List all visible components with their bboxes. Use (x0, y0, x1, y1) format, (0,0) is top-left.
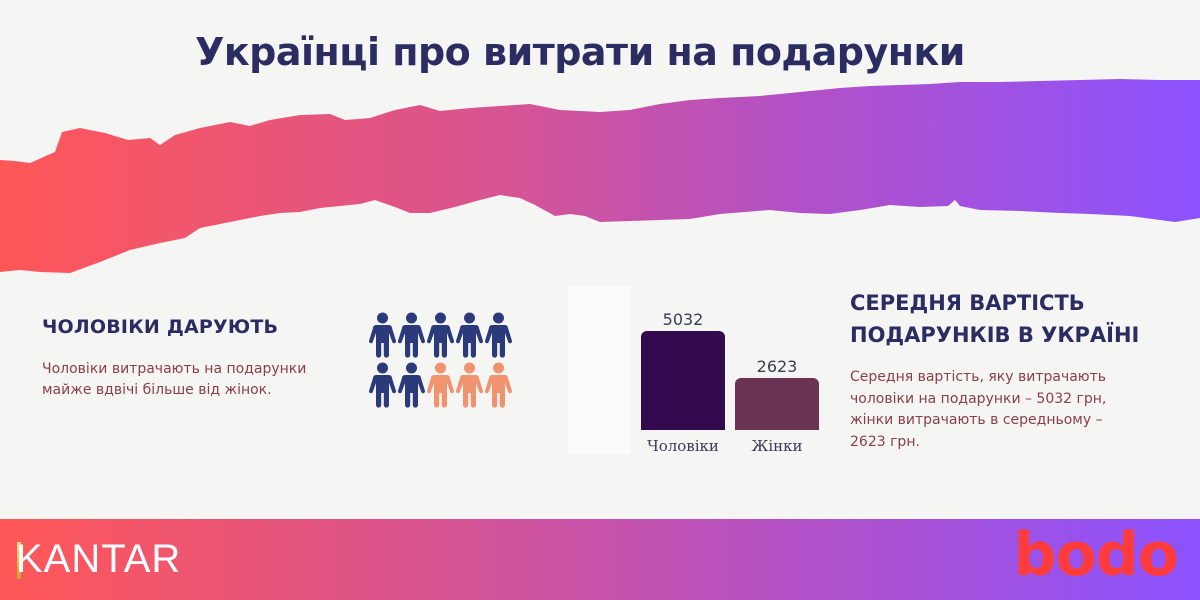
men-give-heading: ЧОЛОВІКИ ДАРУЮТЬ (42, 316, 279, 338)
kantar-logo: KANTAR (16, 537, 182, 581)
average-cost-heading-line1: СЕРЕДНЯ ВАРТІСТЬ (850, 291, 1085, 315)
footer-bar (0, 519, 1200, 600)
kantar-logo-accent (17, 542, 21, 579)
bar-women (735, 378, 819, 430)
person-icon-man (455, 312, 484, 358)
person-icon-woman (455, 362, 484, 408)
torn-gradient-stripe (0, 79, 1200, 273)
description-line: жінки витрачають в середньому – (850, 412, 1103, 428)
description-line: чоловіки на подарунки – 5032 грн, (850, 390, 1107, 407)
person-icon-man (397, 362, 426, 408)
description-line: 2623 грн. (850, 433, 920, 450)
bar-value-women: 2623 (756, 357, 798, 376)
men-give-description: Чоловіки витрачають на подарунки майже в… (42, 361, 307, 398)
bar-category-men: Чоловіки (647, 437, 719, 455)
person-icon-man (368, 312, 397, 358)
bar-value-men: 5032 (662, 310, 704, 329)
average-cost-heading-line2: ПОДАРУНКІВ В УКРАЇНІ (850, 323, 1140, 347)
average-cost-heading: СЕРЕДНЯ ВАРТІСТЬ ПОДАРУНКІВ В УКРАЇНІ (850, 287, 1190, 351)
bar-men (641, 331, 725, 430)
person-icon-man (426, 312, 455, 358)
person-icon-man (484, 312, 513, 358)
bar-category-women: Жінки (751, 437, 803, 455)
person-icon-woman (426, 362, 455, 408)
bodo-logo: bodo (1013, 520, 1179, 590)
person-icon-woman (484, 362, 513, 408)
chart-panel-bg (568, 286, 630, 454)
description-line: Середня вартість, яку витрачають (850, 369, 1106, 385)
average-cost-description: Середня вартість, яку витрачають чоловік… (850, 367, 1180, 453)
gender-pictogram (368, 312, 518, 408)
person-icon-man (368, 362, 397, 408)
page-title: Українці про витрати на подарунки (195, 30, 965, 74)
person-icon-man (397, 312, 426, 358)
